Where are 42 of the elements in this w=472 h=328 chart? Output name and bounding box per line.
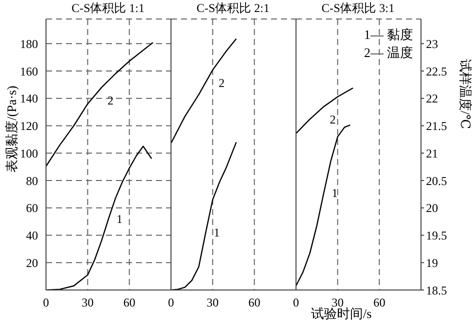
y2-tick-label: 19 bbox=[426, 256, 438, 270]
chart-title: C-S体积比 1:1 bbox=[70, 1, 146, 15]
y-tick-label: 40 bbox=[26, 228, 38, 243]
x-tick-label: 60 bbox=[373, 296, 386, 310]
annotation: 2— 温度 bbox=[364, 44, 413, 62]
y2-axis-title: 试样温度/℃ bbox=[457, 58, 472, 130]
y2-tick-label: 23 bbox=[426, 36, 438, 51]
series-label: 1 bbox=[116, 212, 122, 226]
x-tick-label: 0 bbox=[168, 296, 174, 310]
y-tick-label: 80 bbox=[26, 174, 38, 188]
x-axis-title: 试验时间/s bbox=[311, 306, 372, 323]
series-label: 2 bbox=[330, 112, 336, 127]
y2-tick-label: 18.5 bbox=[426, 283, 447, 298]
y-tick-label: 20 bbox=[26, 256, 38, 270]
x-tick-label: 60 bbox=[123, 296, 136, 310]
annotation: 1— 黏度 bbox=[364, 26, 413, 44]
y-tick-label: 140 bbox=[20, 92, 38, 106]
y-tick-label: 160 bbox=[20, 64, 38, 78]
x-tick-label: 60 bbox=[248, 296, 260, 310]
y-tick-label: 60 bbox=[26, 201, 38, 216]
series-label: 2 bbox=[218, 76, 225, 90]
x-tick-label: 30 bbox=[82, 296, 94, 310]
y2-tick-label: 20 bbox=[426, 201, 438, 216]
x-tick-label: 0 bbox=[293, 296, 299, 310]
y2-tick-label: 22 bbox=[426, 92, 438, 106]
y-tick-label: 180 bbox=[20, 36, 38, 51]
y2-tick-label: 21.5 bbox=[426, 119, 447, 134]
line-series bbox=[296, 87, 354, 134]
chart-title: C-S体积比 2:1 bbox=[195, 1, 270, 15]
y2-tick-label: 19.5 bbox=[426, 228, 447, 243]
y-tick-label: 100 bbox=[20, 146, 38, 160]
y-tick-label: 120 bbox=[20, 119, 38, 134]
y-axis-title: 表观黏度/(Pa·s) bbox=[3, 86, 20, 172]
chart-title: C-S体积比 3:1 bbox=[320, 1, 396, 15]
series-label: 1 bbox=[332, 186, 338, 200]
series-label: 1 bbox=[214, 226, 220, 240]
line-series bbox=[46, 146, 152, 290]
y2-tick-label: 20.5 bbox=[426, 174, 447, 188]
y2-tick-label: 22.5 bbox=[426, 64, 447, 78]
y2-tick-label: 21 bbox=[426, 146, 438, 160]
x-tick-label: 0 bbox=[43, 296, 49, 310]
x-tick-label: 30 bbox=[206, 296, 219, 310]
